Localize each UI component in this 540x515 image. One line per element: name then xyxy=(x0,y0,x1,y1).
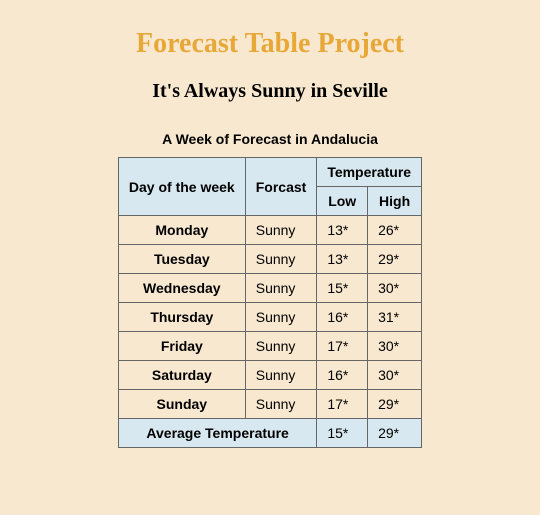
day-cell: Sunday xyxy=(118,390,245,419)
low-cell: 17* xyxy=(317,332,368,361)
header-high: High xyxy=(368,187,422,216)
average-row: Average Temperature 15* 29* xyxy=(118,419,421,448)
forecast-cell: Sunny xyxy=(245,361,317,390)
table-caption: A Week of Forecast in Andalucia xyxy=(0,131,540,147)
low-cell: 13* xyxy=(317,216,368,245)
day-cell: Thursday xyxy=(118,303,245,332)
high-cell: 30* xyxy=(368,332,422,361)
table-row: WednesdaySunny15*30* xyxy=(118,274,421,303)
day-cell: Friday xyxy=(118,332,245,361)
table-row: FridaySunny17*30* xyxy=(118,332,421,361)
main-title: Forecast Table Project xyxy=(0,28,540,60)
low-cell: 13* xyxy=(317,245,368,274)
day-cell: Wednesday xyxy=(118,274,245,303)
high-cell: 30* xyxy=(368,274,422,303)
high-cell: 31* xyxy=(368,303,422,332)
header-forecast: Forcast xyxy=(245,158,317,216)
table-row: TuesdaySunny13*29* xyxy=(118,245,421,274)
table-row: SaturdaySunny16*30* xyxy=(118,361,421,390)
low-cell: 16* xyxy=(317,361,368,390)
forecast-cell: Sunny xyxy=(245,216,317,245)
header-day: Day of the week xyxy=(118,158,245,216)
header-low: Low xyxy=(317,187,368,216)
low-cell: 16* xyxy=(317,303,368,332)
forecast-cell: Sunny xyxy=(245,390,317,419)
forecast-tbody: MondaySunny13*26*TuesdaySunny13*29*Wedne… xyxy=(118,216,421,419)
table-row: SundaySunny17*29* xyxy=(118,390,421,419)
forecast-cell: Sunny xyxy=(245,303,317,332)
subtitle: It's Always Sunny in Seville xyxy=(0,80,540,103)
high-cell: 26* xyxy=(368,216,422,245)
header-temperature: Temperature xyxy=(317,158,422,187)
table-row: ThursdaySunny16*31* xyxy=(118,303,421,332)
day-cell: Saturday xyxy=(118,361,245,390)
table-row: MondaySunny13*26* xyxy=(118,216,421,245)
average-low: 15* xyxy=(317,419,368,448)
forecast-cell: Sunny xyxy=(245,274,317,303)
low-cell: 17* xyxy=(317,390,368,419)
day-cell: Monday xyxy=(118,216,245,245)
day-cell: Tuesday xyxy=(118,245,245,274)
forecast-cell: Sunny xyxy=(245,245,317,274)
high-cell: 29* xyxy=(368,390,422,419)
high-cell: 30* xyxy=(368,361,422,390)
high-cell: 29* xyxy=(368,245,422,274)
forecast-cell: Sunny xyxy=(245,332,317,361)
forecast-table: Day of the week Forcast Temperature Low … xyxy=(118,157,422,448)
average-label: Average Temperature xyxy=(118,419,316,448)
low-cell: 15* xyxy=(317,274,368,303)
average-high: 29* xyxy=(368,419,422,448)
